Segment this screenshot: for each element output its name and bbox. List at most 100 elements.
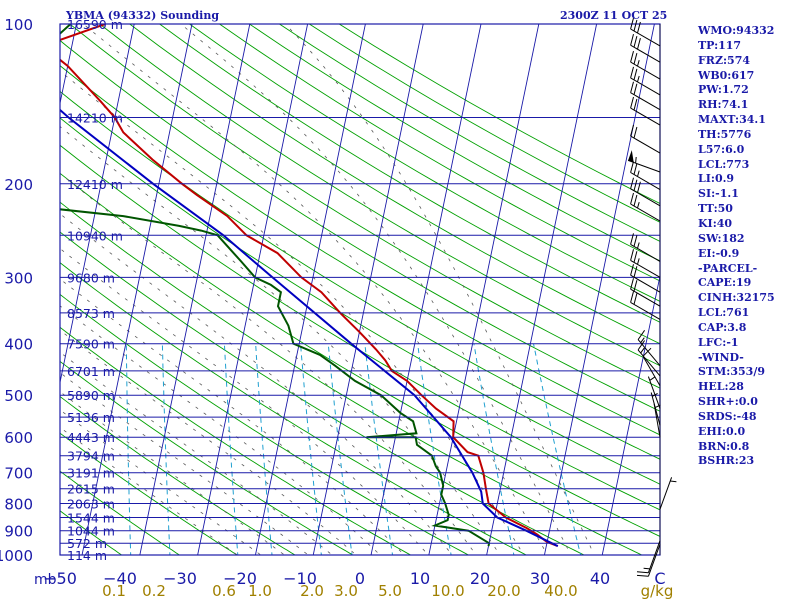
index-line: PW:1.72 — [698, 83, 749, 97]
temperature-tick-label: 10 — [410, 569, 430, 588]
mixing-ratio-label: 3.0 — [334, 582, 358, 600]
index-line: LCL:773 — [698, 157, 750, 171]
index-line: SI:-1.1 — [698, 187, 739, 201]
pressure-label: 600 — [4, 429, 33, 447]
wind-barb — [636, 544, 661, 577]
dry-adiabat-line — [60, 144, 660, 511]
mixing-ratio-label: 1.0 — [248, 582, 272, 600]
index-line: -PARCEL- — [698, 261, 758, 275]
wind-barb — [630, 96, 661, 126]
dry-adiabat-line — [60, 326, 412, 555]
dry-adiabat-line — [60, 510, 123, 555]
index-line: STM:353/9 — [698, 365, 765, 379]
pressure-label: 800 — [4, 496, 33, 514]
index-line: TH:5776 — [698, 127, 752, 141]
index-line: KI:40 — [698, 216, 733, 230]
height-label: 8573 m — [67, 306, 115, 321]
wind-barb — [630, 177, 661, 207]
wind-barb — [630, 192, 661, 222]
moist-adiabat-line — [60, 391, 286, 555]
dry-adiabat-line — [60, 90, 660, 460]
isotherm-line — [254, 24, 366, 555]
moist-adiabat-line — [60, 409, 262, 555]
isotherm-line — [543, 24, 655, 555]
temperature-tick-label: −30 — [163, 569, 197, 588]
mixing-ratio-label: 10.0 — [431, 582, 464, 600]
mixing-ratio-label: 0.6 — [212, 582, 236, 600]
index-line: EHI:0.0 — [698, 424, 746, 438]
station-title: YBMA (94332) Sounding — [66, 9, 220, 22]
wind-barb — [642, 347, 661, 386]
temperature-tick-label: 30 — [530, 569, 550, 588]
height-label: 1044 m — [67, 524, 115, 539]
mixing-ratio-line — [364, 343, 394, 555]
pressure-label: 1000 — [0, 547, 33, 565]
dry-adiabat-line — [60, 432, 239, 555]
moist-adiabat-line — [83, 24, 548, 555]
wind-barb — [637, 340, 661, 377]
index-line: BRN:0.8 — [698, 439, 750, 453]
pressure-label: 900 — [4, 523, 33, 541]
wind-barb — [630, 161, 661, 190]
temperature-tick-label: −50 — [43, 569, 77, 588]
pressure-label: 200 — [4, 176, 33, 194]
dry-adiabat-line — [60, 39, 660, 412]
height-label: 3794 m — [67, 449, 115, 464]
moist-adiabat-line — [60, 126, 501, 555]
height-label: 1544 m — [67, 511, 115, 526]
height-label: 114 m — [67, 548, 107, 563]
height-label: 16590 m — [67, 17, 123, 32]
dry-adiabat-line — [60, 396, 296, 555]
temperature-tick-label: 40 — [590, 569, 610, 588]
index-line: CAPE:19 — [698, 276, 752, 290]
isotherm-line — [601, 273, 660, 555]
height-label: 12410 m — [67, 177, 123, 192]
moist-adiabat-line — [60, 372, 309, 555]
valid-time: 2300Z 11 OCT 25 — [560, 9, 668, 22]
temperature-tick-label: −40 — [103, 569, 137, 588]
pressure-label: 100 — [4, 16, 33, 34]
mixing-ratio-label: 40.0 — [544, 582, 577, 600]
dry-adiabat-line — [69, 24, 660, 389]
index-line: CAP:3.8 — [698, 320, 747, 334]
dry-adiabat-line — [60, 172, 660, 537]
height-label: 10940 m — [67, 228, 123, 243]
pressure-label: 500 — [4, 387, 33, 405]
index-line: EI:-0.9 — [698, 246, 740, 260]
mixing-ratio-line — [473, 343, 515, 555]
dry-adiabat-line — [60, 262, 528, 555]
pressure-label: 400 — [4, 336, 33, 354]
isotherm-line — [428, 24, 540, 555]
moist-adiabat-line — [60, 426, 238, 555]
dewpoint-profile — [60, 24, 491, 547]
plot-area — [0, 24, 660, 566]
wind-barb — [627, 150, 661, 173]
isotherm-line — [486, 24, 598, 555]
mixing-ratio-label: 5.0 — [378, 582, 402, 600]
temperature-profile — [60, 24, 559, 548]
index-line: SHR+:0.0 — [698, 395, 758, 409]
dry-adiabat-line — [60, 293, 470, 555]
wind-barb — [659, 477, 677, 510]
wind-barb — [647, 376, 661, 409]
index-line: WMO:94332 — [698, 24, 775, 37]
index-line: L57:6.0 — [698, 142, 745, 156]
moist-adiabat-line — [180, 24, 572, 555]
dry-adiabat-line — [60, 470, 181, 555]
isotherm-line — [0, 24, 19, 566]
moist-adiabat-line — [60, 329, 357, 555]
isotherm-line — [60, 24, 77, 106]
mixing-ratio-line — [255, 343, 273, 555]
index-line: TP:117 — [698, 38, 742, 52]
index-line: FRZ:574 — [698, 53, 751, 67]
height-label: 14210 m — [67, 111, 123, 126]
index-line: TT:50 — [698, 202, 733, 216]
mixing-ratio-line — [161, 343, 171, 555]
dry-adiabat-line — [189, 24, 660, 302]
wind-barb — [630, 278, 661, 307]
dry-adiabat-line — [60, 117, 660, 485]
wind-barb — [650, 392, 661, 426]
wind-barb — [630, 50, 661, 80]
isotherm-line — [81, 24, 193, 555]
